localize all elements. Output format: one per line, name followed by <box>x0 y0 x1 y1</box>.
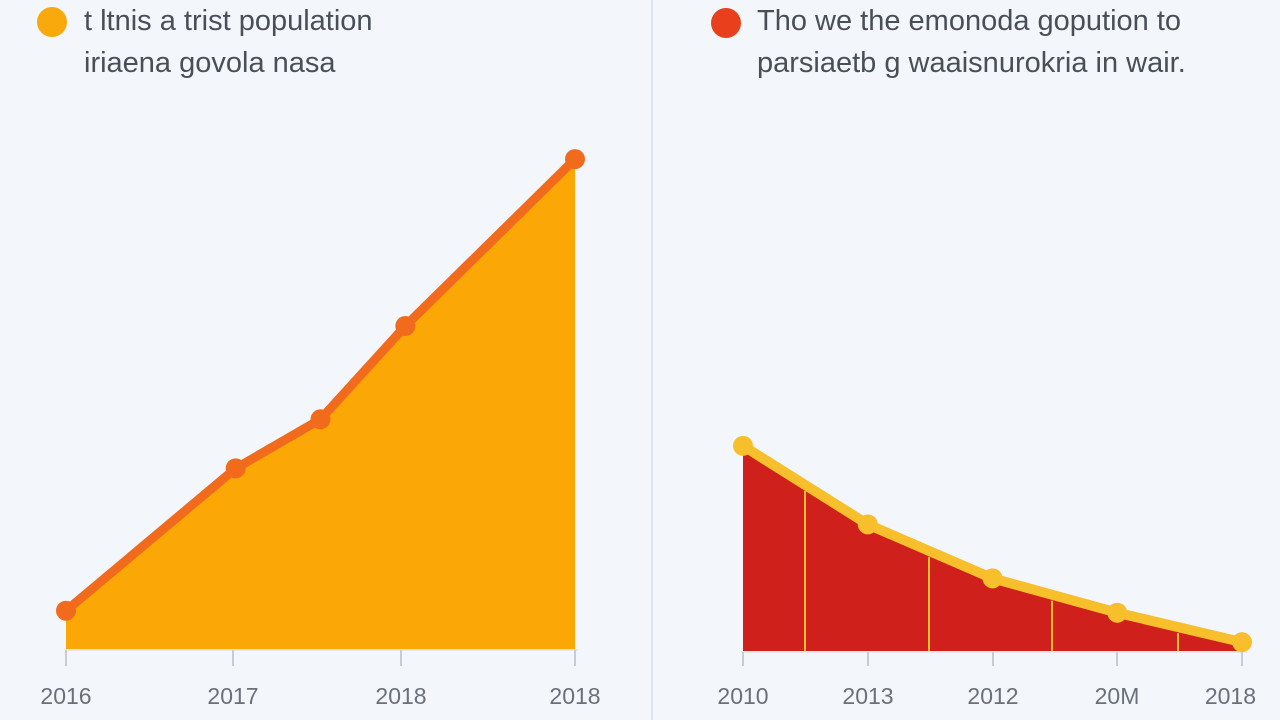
right-data-point-0 <box>733 435 753 456</box>
left-data-point-4 <box>565 149 585 170</box>
right-data-point-4 <box>1232 632 1252 653</box>
left-data-point-1 <box>225 458 246 479</box>
right-area-fill <box>743 445 1242 652</box>
right-chart-subtitle: parsiaetb g waaisnurokria in wair. <box>757 47 1186 79</box>
right-chart-title: Tho we the emonoda gopution to <box>757 5 1182 37</box>
left-legend-dot <box>37 7 67 37</box>
left-data-point-2 <box>310 409 331 430</box>
left-chart-title: t ltnis a trist population <box>84 5 373 37</box>
right-x-tick-label-1: 2013 <box>842 683 893 709</box>
right-data-point-2 <box>982 568 1003 589</box>
right-x-tick-label-3: 20M <box>1095 683 1140 709</box>
left-chart-subtitle: iriaena govola nasa <box>84 47 336 79</box>
left-x-tick-label-3: 2018 <box>549 683 600 709</box>
left-chart-panel: t ltnis a trist population iriaena govol… <box>37 5 601 709</box>
left-data-point-3 <box>395 316 416 336</box>
left-data-point-0 <box>56 600 76 621</box>
right-data-point-3 <box>1107 602 1128 623</box>
right-data-point-1 <box>857 514 878 535</box>
right-chart-panel: Tho we the emonoda gopution to parsiaetb… <box>653 0 1280 720</box>
left-x-tick-label-2: 2018 <box>375 683 426 709</box>
right-x-tick-label-2: 2012 <box>967 683 1018 709</box>
left-x-tick-label-1: 2017 <box>207 683 258 709</box>
right-legend-dot <box>711 8 741 38</box>
right-x-tick-label-4: 2018 <box>1205 683 1256 709</box>
left-x-tick-label-0: 2016 <box>40 683 91 709</box>
right-x-tick-label-0: 2010 <box>717 683 768 709</box>
left-area-fill <box>66 159 575 650</box>
panel-divider <box>651 0 653 720</box>
right-area-chart: 2010 2013 2012 20M 2018 <box>717 435 1256 709</box>
left-area-chart: 2016 2017 2018 2018 <box>40 149 601 709</box>
